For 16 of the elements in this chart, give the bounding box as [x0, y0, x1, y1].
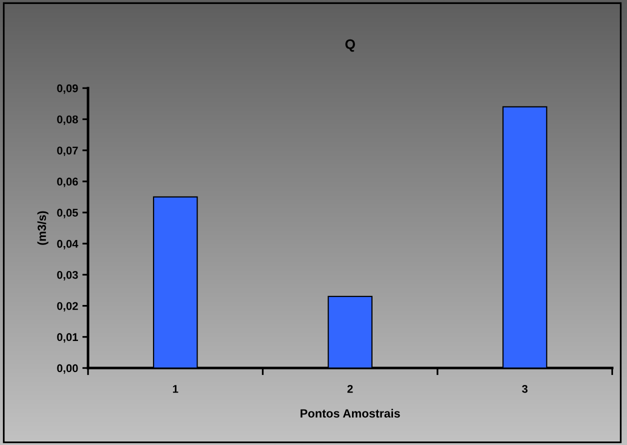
y-tick-label: 0,00: [57, 364, 78, 374]
y-tick-label: 0,03: [57, 270, 78, 280]
y-axis-title: (m3/s): [37, 211, 48, 245]
y-tick-label: 0,01: [57, 333, 78, 343]
y-tick-label: 0,04: [57, 240, 78, 250]
y-tick-label: 0,05: [57, 208, 78, 218]
x-tick-label: 2: [347, 384, 353, 393]
chart-title: Q: [345, 39, 355, 52]
y-tick-label: 0,07: [57, 146, 78, 156]
x-tick-label: 3: [522, 384, 528, 393]
y-tick-label: 0,08: [57, 115, 78, 125]
y-tick-label: 0,02: [57, 302, 78, 312]
x-tick-label: 1: [173, 385, 178, 393]
y-tick-label: 0,06: [57, 178, 78, 188]
x-axis-title: Pontos Amostrais: [300, 408, 400, 418]
y-tick-label: 0,09: [57, 84, 78, 94]
